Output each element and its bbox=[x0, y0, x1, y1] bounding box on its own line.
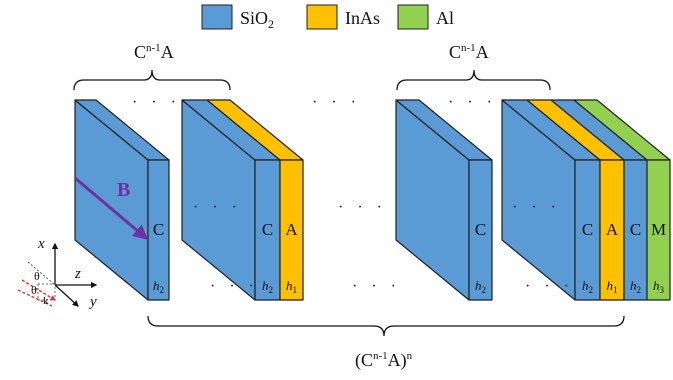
y-axis bbox=[54, 284, 79, 307]
reference-dashed-line bbox=[27, 261, 56, 286]
slab4-layer-c2-label: C bbox=[630, 220, 641, 239]
slab2-thickness-h2: h2 bbox=[262, 278, 273, 295]
bottom-brace-group: (Cn-1A)n bbox=[147, 315, 625, 371]
slab4-layer-a-label: A bbox=[606, 220, 619, 239]
slab2-thickness-h1: h1 bbox=[286, 278, 297, 295]
legend-swatch-sio2 bbox=[201, 4, 233, 30]
legend-item-sio2: SiO2 bbox=[201, 4, 274, 31]
thickness-labels: h2 h2 h1 h2 h2 h1 h2 h3 bbox=[153, 278, 665, 295]
slab2-layer-c-label: C bbox=[262, 220, 273, 239]
slab-c-left bbox=[74, 99, 170, 301]
slab1-thickness-h2: h2 bbox=[153, 278, 164, 295]
slab2-a-layer bbox=[279, 159, 304, 301]
legend-label-inas: InAs bbox=[345, 8, 380, 28]
magnetic-field: B bbox=[74, 176, 149, 240]
ellipsis-mid-2: · · · bbox=[338, 199, 387, 216]
slab4-layer-c1-label: C bbox=[582, 220, 593, 239]
legend-label-sio2: SiO2 bbox=[240, 8, 274, 31]
ellipsis-top-3: · · · bbox=[448, 94, 497, 111]
ellipsis-mid-3: · · · bbox=[512, 199, 561, 216]
slab3-c-layer bbox=[468, 159, 493, 301]
wavevector-k-arrow bbox=[21, 279, 56, 301]
left-top-brace bbox=[73, 69, 231, 91]
legend-swatch-inas bbox=[306, 4, 338, 30]
slab4-thickness-h1: h1 bbox=[607, 278, 618, 295]
legend-item-al: Al bbox=[397, 4, 454, 30]
x-axis-label: x bbox=[37, 236, 45, 252]
left-brace-label: Cn-1A bbox=[134, 42, 174, 62]
slab4-m-layer bbox=[646, 159, 671, 301]
slab4-c1-layer bbox=[574, 159, 601, 301]
right-top-brace bbox=[396, 69, 551, 91]
slab4-thickness-h2b: h2 bbox=[630, 278, 641, 295]
slab-c-right bbox=[395, 99, 493, 301]
z-axis-label: z bbox=[74, 266, 81, 282]
ellipsis-bottom-2: · · · bbox=[352, 278, 401, 295]
slab4-a-layer bbox=[599, 159, 625, 301]
ellipses: · · · · · · · · · · · · · · · · · · · · … bbox=[132, 94, 574, 295]
theta-label-bottom: θ bbox=[31, 283, 37, 297]
layer-letters: C C A C C A C M bbox=[153, 220, 666, 239]
magnetic-field-label: B bbox=[117, 179, 130, 201]
magnetic-field-arrow bbox=[74, 176, 149, 240]
slab4-thickness-h3: h3 bbox=[653, 278, 665, 295]
y-axis-label: y bbox=[88, 294, 97, 310]
legend-label-al: Al bbox=[436, 8, 454, 28]
ellipsis-bottom-3: · · · bbox=[525, 278, 574, 295]
slab2-layer-a-label: A bbox=[285, 220, 298, 239]
wavevector-k-arrow-2 bbox=[17, 289, 53, 307]
k-label: k bbox=[43, 295, 49, 307]
bottom-brace-label: (Cn-1A)n bbox=[355, 350, 413, 371]
slab-ca-left bbox=[181, 99, 304, 301]
slab4-thickness-h2a: h2 bbox=[582, 278, 593, 295]
ellipsis-bottom-1: · · · bbox=[210, 278, 259, 295]
legend-item-inas: InAs bbox=[306, 4, 380, 30]
legend-swatch-al bbox=[397, 4, 429, 30]
bottom-brace bbox=[147, 315, 625, 337]
coordinate-axes: x z y θ θ k bbox=[17, 236, 98, 310]
slab2-c-layer bbox=[254, 159, 281, 301]
k-projection-box bbox=[37, 283, 56, 301]
ellipsis-top-2: · · · bbox=[312, 94, 361, 111]
slab3-layer-c-label: C bbox=[475, 220, 486, 239]
left-brace-group: Cn-1A bbox=[73, 42, 231, 91]
slab3-thickness-h2: h2 bbox=[475, 278, 486, 295]
right-brace-label: Cn-1A bbox=[449, 42, 489, 62]
theta-label-top: θ bbox=[34, 269, 40, 283]
ellipsis-mid-1: · · · bbox=[193, 199, 242, 216]
slab-cacm bbox=[501, 99, 671, 301]
slab1-layer-c-label: C bbox=[153, 220, 164, 239]
right-brace-group: Cn-1A bbox=[396, 42, 551, 91]
ellipsis-top-1: · · · bbox=[132, 94, 181, 111]
legend: SiO2 InAs Al bbox=[201, 4, 454, 31]
slab4-layer-m-label: M bbox=[651, 220, 666, 239]
